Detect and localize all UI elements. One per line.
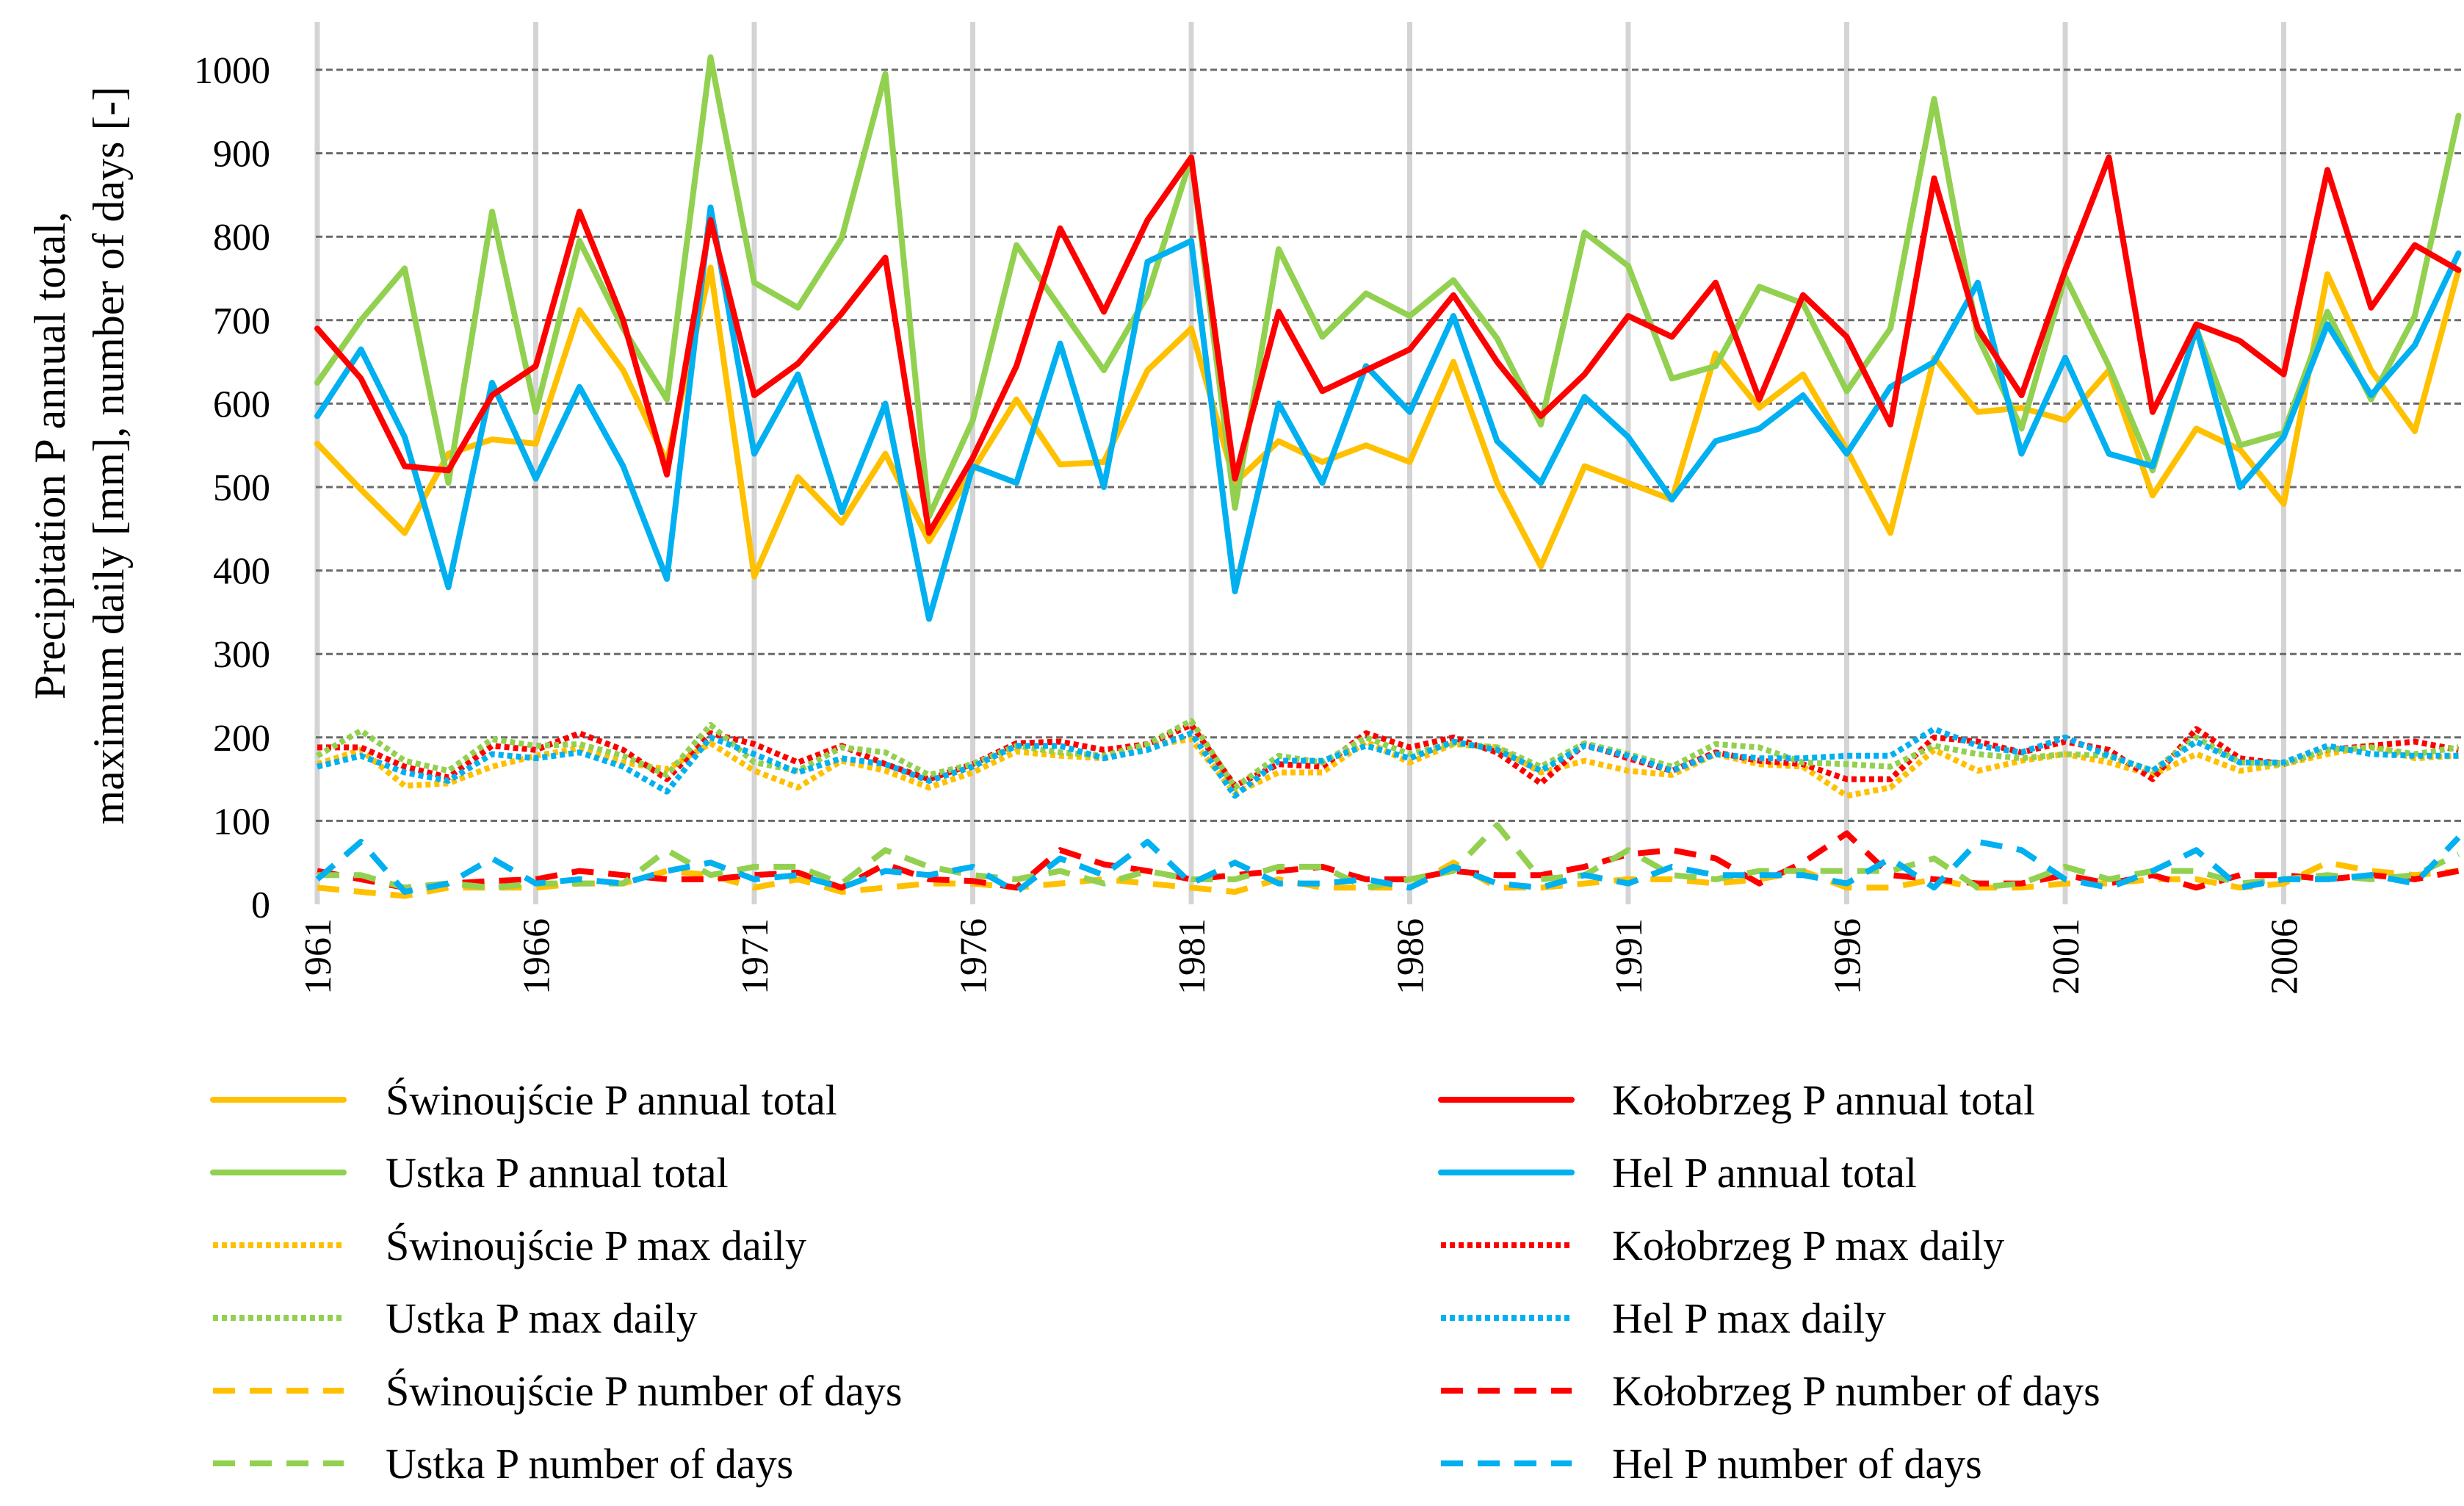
legend-label: Ustka P number of days <box>386 1440 793 1488</box>
legend-label: Kołobrzeg P number of days <box>1612 1367 2100 1415</box>
legend-label: Ustka P max daily <box>386 1294 698 1342</box>
x-axis-tick-labels: 1961 1966 1971 1976 1981 1986 1991 1996 2001 2006 <box>297 918 2306 995</box>
series-hel-p-max-daily <box>317 726 2459 799</box>
y-tick-label: 1000 <box>194 50 270 92</box>
series-ustka-p-max-daily <box>316 718 2460 790</box>
series-hel-p-number-of-days <box>315 835 2461 895</box>
series-lines <box>314 54 2462 899</box>
series-ko-obrzeg-p-annual-total <box>314 154 2462 536</box>
legend-label: Świnoujście P number of days <box>386 1367 902 1415</box>
legend: Świnoujście P annual total Kołobrzeg P an… <box>210 1076 2100 1488</box>
y-tick-label: 300 <box>213 634 270 676</box>
legend-label: Kołobrzeg P annual total <box>1612 1076 2035 1124</box>
horizontal-gridlines <box>316 68 2464 822</box>
legend-label: Hel P max daily <box>1612 1294 1886 1342</box>
y-axis-title-line2: maximum daily [mm], number of days [-] <box>84 87 133 825</box>
y-tick-label: 400 <box>213 551 270 593</box>
y-tick-label: 900 <box>213 134 270 176</box>
y-axis-tick-labels: 0 100 200 300 400 500 600 700 800 900 1000 <box>194 50 270 926</box>
x-tick-label: 1971 <box>734 918 776 995</box>
x-tick-label: 2001 <box>2045 918 2087 995</box>
series-ustka-p-annual-total <box>314 54 2462 519</box>
y-tick-label: 0 <box>251 884 270 926</box>
y-tick-label: 500 <box>213 467 270 509</box>
x-tick-label: 1966 <box>516 918 558 995</box>
x-tick-label: 1976 <box>953 918 995 995</box>
x-tick-label: 1996 <box>1827 918 1869 995</box>
y-tick-label: 600 <box>213 383 270 425</box>
y-tick-label: 200 <box>213 718 270 760</box>
series-ko-obrzeg-p-number-of-days <box>317 830 2460 891</box>
legend-label: Hel P annual total <box>1612 1149 1917 1197</box>
x-tick-label: 2006 <box>2264 918 2306 995</box>
legend-label: Ustka P annual total <box>386 1149 729 1197</box>
x-tick-label: 1961 <box>297 918 339 995</box>
legend-label: Świnoujście P annual total <box>386 1076 837 1124</box>
series-hel-p-annual-total <box>314 204 2462 622</box>
x-tick-label: 1991 <box>1608 918 1650 995</box>
y-tick-label: 800 <box>213 217 270 259</box>
legend-label: Kołobrzeg P max daily <box>1612 1222 2004 1269</box>
series-ko-obrzeg-p-max-daily <box>317 721 2460 789</box>
legend-label: Świnoujście P max daily <box>386 1222 806 1269</box>
x-tick-label: 1981 <box>1171 918 1213 995</box>
y-axis-title-line1: Precipitation P annual total, <box>26 212 74 699</box>
legend-label: Hel P number of days <box>1612 1440 1982 1488</box>
y-tick-label: 100 <box>213 801 270 843</box>
x-tick-label: 1986 <box>1390 918 1432 995</box>
y-tick-label: 700 <box>213 300 270 342</box>
